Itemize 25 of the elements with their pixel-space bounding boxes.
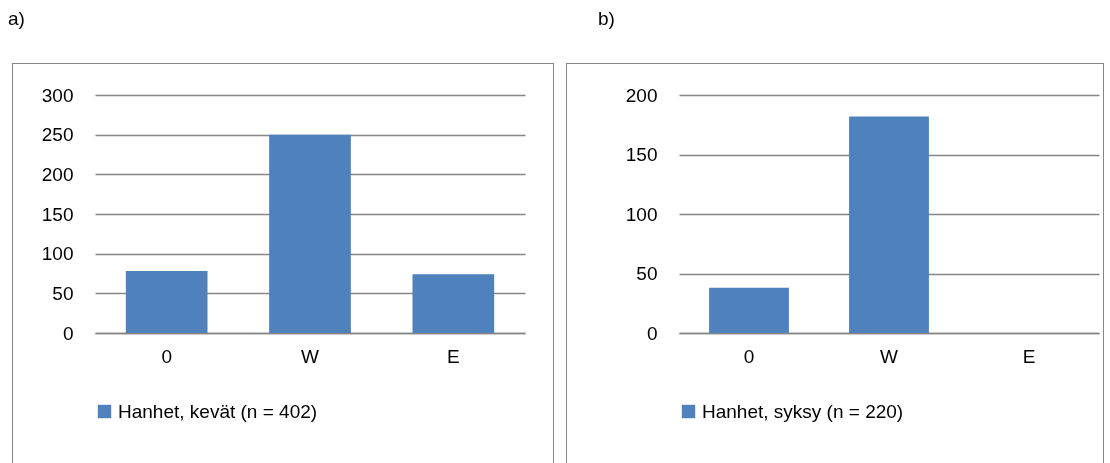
y-tick-label: 100 <box>41 243 74 265</box>
y-tick-label: 0 <box>646 322 658 344</box>
x-tick-label: 0 <box>161 345 172 367</box>
y-tick-label: 200 <box>625 84 658 106</box>
chart-title: a) <box>8 8 25 30</box>
bar <box>269 134 351 333</box>
y-tick-label: 150 <box>41 203 74 225</box>
y-tick-label: 50 <box>52 282 74 304</box>
x-tick-label: W <box>880 345 899 367</box>
legend-label: Hanhet, syksy (n = 220) <box>702 400 904 422</box>
x-tick-label: 0 <box>743 345 755 367</box>
y-tick-label: 100 <box>625 203 658 225</box>
x-tick-label: E <box>446 345 460 367</box>
y-tick-label: 250 <box>41 124 74 146</box>
y-tick-label: 300 <box>41 84 74 106</box>
chart-title: b) <box>598 8 615 30</box>
y-tick-label: 50 <box>636 263 658 284</box>
y-tick-label: 150 <box>625 144 658 165</box>
bar <box>412 274 495 333</box>
y-tick-label: 200 <box>41 163 74 185</box>
bar <box>125 271 208 333</box>
legend-label: Hanhet, kevät (n = 402) <box>118 400 318 422</box>
x-tick-label: E <box>1022 345 1036 367</box>
x-tick-label: W <box>301 345 320 367</box>
y-tick-label: 0 <box>62 322 74 344</box>
